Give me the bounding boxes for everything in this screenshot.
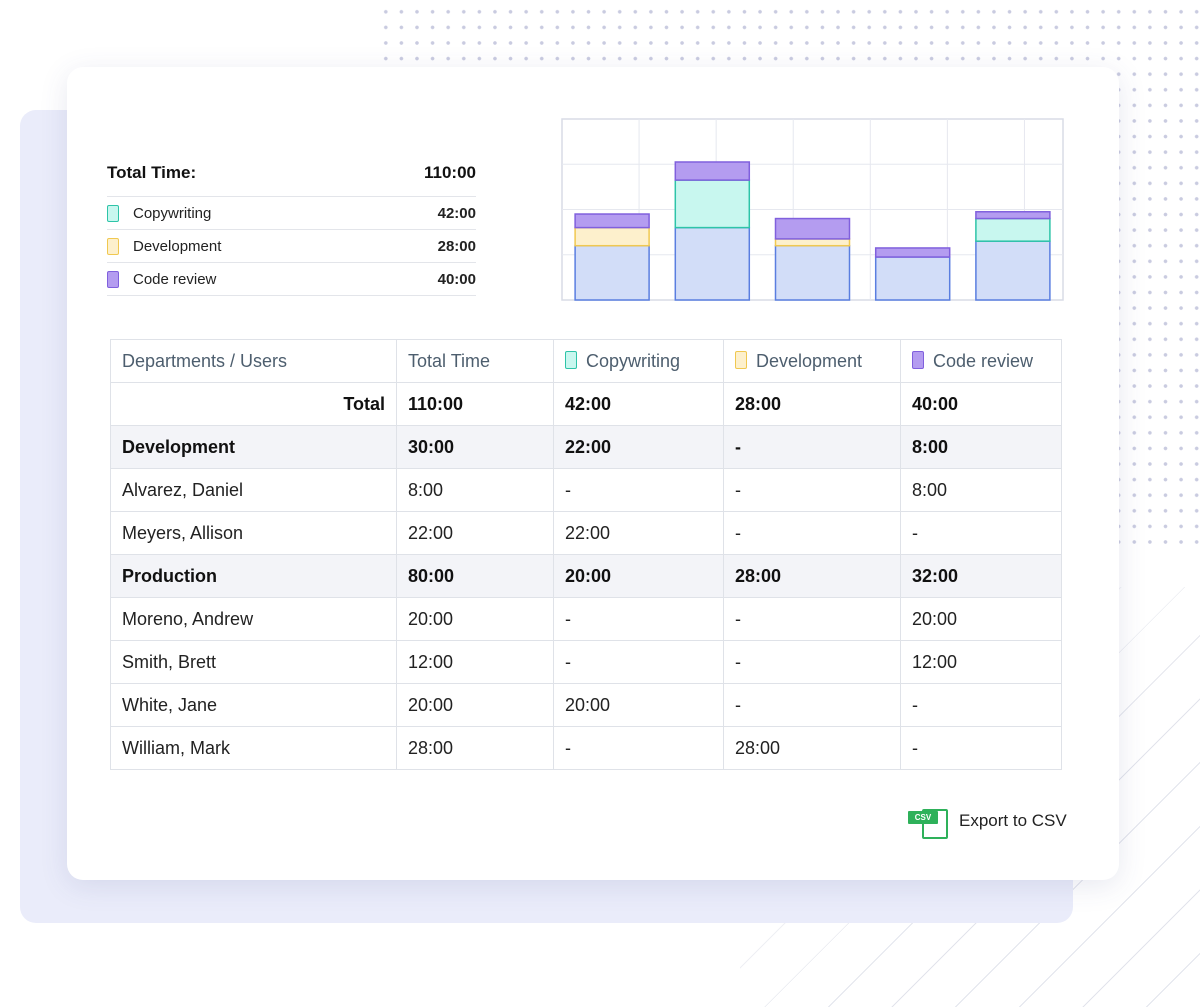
- summary-item-development: Development 28:00: [107, 230, 476, 263]
- development-cell: -: [723, 468, 901, 512]
- col-header-total-time[interactable]: Total Time: [396, 339, 554, 383]
- time-report-table: Departments / Users Total Time Copywriti…: [110, 339, 1062, 770]
- table-row[interactable]: Alvarez, Daniel 8:00- -8:00: [110, 468, 1062, 512]
- copywriting-cell: -: [553, 640, 724, 684]
- table-row[interactable]: Smith, Brett 12:00- -12:00: [110, 640, 1062, 684]
- time-summary: Total Time: 110:00 Copywriting 42:00 Dev…: [107, 150, 476, 296]
- total-time-cell: 22:00: [396, 511, 554, 555]
- copywriting-cell: 20:00: [553, 554, 724, 598]
- chart-bar-base: [674, 226, 751, 301]
- total-time-cell: 80:00: [396, 554, 554, 598]
- table-row[interactable]: White, Jane 20:00 20:00- -: [110, 683, 1062, 727]
- summary-item-copywriting: Copywriting 42:00: [107, 197, 476, 230]
- copywriting-cell: -: [553, 468, 724, 512]
- summary-item-value: 28:00: [437, 237, 476, 255]
- name-cell: Meyers, Allison: [110, 511, 397, 555]
- copywriting-cell: 22:00: [553, 511, 724, 555]
- total-row-code-review: 40:00: [900, 382, 1062, 426]
- name-cell: Production: [110, 554, 397, 598]
- total-row-copywriting: 42:00: [553, 382, 724, 426]
- name-cell: White, Jane: [110, 683, 397, 727]
- export-csv-label: Export to CSV: [959, 811, 1067, 830]
- col-header-code-review[interactable]: Code review: [900, 339, 1062, 383]
- total-time-cell: 12:00: [396, 640, 554, 684]
- total-row-label: Total: [110, 382, 397, 426]
- stacked-bar-chart: [561, 118, 1064, 301]
- development-cell: -: [723, 425, 901, 469]
- summary-item-code-review: Code review 40:00: [107, 263, 476, 296]
- table-header-row: Departments / Users Total Time Copywriti…: [110, 339, 1062, 383]
- chart-bar-copywriting: [674, 179, 751, 229]
- code-review-swatch-icon: [107, 270, 119, 288]
- code-review-cell: 8:00: [900, 425, 1062, 469]
- total-time-value: 110:00: [424, 163, 476, 182]
- total-time-cell: 20:00: [396, 597, 554, 641]
- copywriting-swatch-icon: [565, 350, 577, 369]
- chart-bar-base: [874, 256, 951, 301]
- chart-bar-development: [574, 226, 650, 247]
- total-time-cell: 8:00: [396, 468, 554, 512]
- copywriting-cell: -: [553, 597, 724, 641]
- chart-bar-code-review: [574, 213, 650, 229]
- total-time-cell: 20:00: [396, 683, 554, 727]
- name-cell: Development: [110, 425, 397, 469]
- table-total-row: Total 110:00 42:00 28:00 40:00: [110, 382, 1062, 426]
- copywriting-cell: -: [553, 726, 724, 770]
- total-row-total-time: 110:00: [396, 382, 554, 426]
- department-row[interactable]: Development 30:00 22:00-8:00: [110, 425, 1062, 469]
- code-review-cell: 32:00: [900, 554, 1062, 598]
- summary-item-label: Copywriting: [133, 204, 212, 222]
- summary-item-value: 40:00: [437, 270, 476, 288]
- chart-bar-base: [774, 244, 851, 301]
- name-cell: Moreno, Andrew: [110, 597, 397, 641]
- chart-bar-code-review: [674, 161, 751, 181]
- development-cell: -: [723, 683, 901, 727]
- development-cell: -: [723, 640, 901, 684]
- summary-item-value: 42:00: [437, 204, 476, 222]
- table-row[interactable]: Meyers, Allison 22:00 22:00- -: [110, 511, 1062, 555]
- chart-bar-code-review: [774, 217, 851, 240]
- col-header-copywriting[interactable]: Copywriting: [553, 339, 724, 383]
- summary-total: Total Time: 110:00: [107, 150, 476, 197]
- chart-bar-copywriting: [975, 217, 1051, 242]
- department-row[interactable]: Production 80:00 20:00 28:00 32:00: [110, 554, 1062, 598]
- development-cell: 28:00: [723, 726, 901, 770]
- col-header-development[interactable]: Development: [723, 339, 901, 383]
- copywriting-swatch-icon: [107, 204, 119, 222]
- code-review-cell: -: [900, 726, 1062, 770]
- name-cell: Alvarez, Daniel: [110, 468, 397, 512]
- table-row[interactable]: Moreno, Andrew 20:00- -20:00: [110, 597, 1062, 641]
- name-cell: William, Mark: [110, 726, 397, 770]
- development-cell: 28:00: [723, 554, 901, 598]
- total-time-cell: 28:00: [396, 726, 554, 770]
- col-header-departments[interactable]: Departments / Users: [110, 339, 397, 383]
- total-time-cell: 30:00: [396, 425, 554, 469]
- code-review-cell: -: [900, 683, 1062, 727]
- code-review-cell: -: [900, 511, 1062, 555]
- copywriting-cell: 22:00: [553, 425, 724, 469]
- code-review-swatch-icon: [912, 350, 924, 369]
- chart-bar-development: [774, 238, 851, 247]
- name-cell: Smith, Brett: [110, 640, 397, 684]
- chart-bar-code-review: [874, 247, 951, 258]
- summary-item-label: Development: [133, 237, 222, 255]
- code-review-cell: 20:00: [900, 597, 1062, 641]
- summary-item-label: Code review: [133, 270, 217, 288]
- development-cell: -: [723, 597, 901, 641]
- table-row[interactable]: William, Mark 28:00-28:00-: [110, 726, 1062, 770]
- total-time-label: Total Time:: [107, 163, 197, 182]
- development-cell: -: [723, 511, 901, 555]
- export-csv-button[interactable]: CSV Export to CSV: [908, 806, 1067, 839]
- chart-bar-code-review: [975, 211, 1051, 220]
- development-swatch-icon: [735, 350, 747, 369]
- code-review-cell: 12:00: [900, 640, 1062, 684]
- development-swatch-icon: [107, 237, 119, 255]
- csv-file-icon: CSV: [908, 806, 948, 839]
- chart-bar-base: [574, 244, 650, 301]
- copywriting-cell: 20:00: [553, 683, 724, 727]
- chart-bar-base: [975, 240, 1051, 301]
- total-row-development: 28:00: [723, 382, 901, 426]
- code-review-cell: 8:00: [900, 468, 1062, 512]
